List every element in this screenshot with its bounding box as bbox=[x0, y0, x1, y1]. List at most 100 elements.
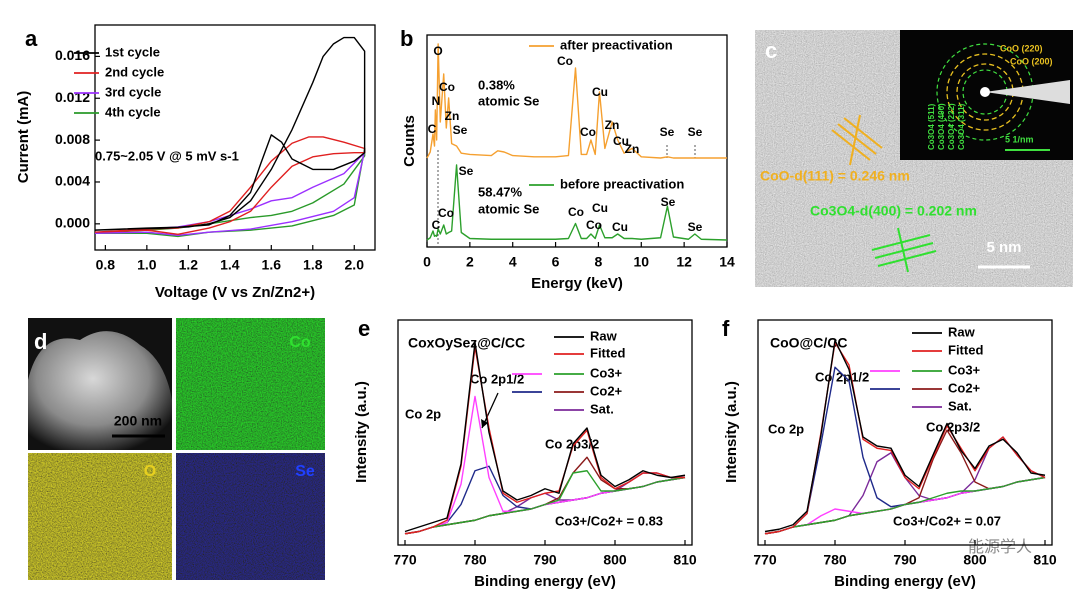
peak-label: Co bbox=[439, 80, 455, 94]
legend-label: Fitted bbox=[590, 345, 625, 360]
watermark: 能源学人 bbox=[968, 538, 1032, 556]
spot-label: Co3O4 (511) bbox=[927, 103, 936, 150]
peak-label: Se bbox=[453, 123, 468, 137]
peak-label: Se bbox=[661, 195, 676, 209]
x-axis-label: Binding energy (eV) bbox=[474, 573, 616, 590]
x-tick-label: 2 bbox=[466, 254, 474, 270]
x-tick-label: 800 bbox=[963, 552, 987, 568]
peak-label: Co bbox=[580, 125, 596, 139]
peak-label: Cu bbox=[592, 201, 608, 215]
series-group bbox=[94, 36, 366, 238]
annotation: Co 2p1/2 bbox=[470, 371, 524, 386]
series-line bbox=[764, 339, 1046, 533]
map-label: O bbox=[144, 463, 156, 480]
y-axis-label: Intensity (a.u.) bbox=[353, 381, 370, 483]
x-tick-label: 0.8 bbox=[96, 257, 116, 273]
legend-label: Raw bbox=[948, 324, 976, 339]
peak-label: Se bbox=[688, 125, 703, 139]
x-tick-label: 1.4 bbox=[220, 257, 240, 273]
peak-label: Zn bbox=[625, 142, 640, 156]
y-axis-label: Intensity (a.u.) bbox=[723, 381, 740, 483]
y-tick-label: 0.016 bbox=[55, 47, 90, 63]
annotation: Co 2p3/2 bbox=[545, 436, 599, 451]
annotation: Co 2p1/2 bbox=[815, 369, 869, 384]
legend-label: 4th cycle bbox=[105, 104, 161, 119]
d-spacing-co3o4: Co3O4-d(400) = 0.202 nm bbox=[810, 203, 977, 219]
x-tick-label: 780 bbox=[823, 552, 847, 568]
legend-label: Co2+ bbox=[590, 383, 623, 398]
series-group bbox=[764, 339, 1046, 535]
peak-label: Co bbox=[568, 205, 584, 219]
spot-label: Co3O4 (222) bbox=[947, 103, 956, 150]
legend-label: Fitted bbox=[948, 342, 983, 357]
x-tick-label: 770 bbox=[753, 552, 777, 568]
legend-label: Sat. bbox=[590, 401, 614, 416]
annotation: atomic Se bbox=[478, 201, 539, 216]
annotation: Co3+/Co2+ = 0.83 bbox=[555, 513, 663, 528]
x-tick-label: 8 bbox=[595, 254, 603, 270]
x-tick-label: 0 bbox=[423, 254, 431, 270]
x-axis-label: Binding energy (eV) bbox=[834, 573, 976, 590]
sem-image bbox=[28, 331, 172, 450]
series-line bbox=[94, 36, 366, 231]
annotation: Co3+/Co2+ = 0.07 bbox=[893, 513, 1001, 528]
panel-d: d 200 nm Co O Se bbox=[28, 318, 325, 580]
se-map bbox=[176, 453, 325, 580]
legend-label: Sat. bbox=[948, 398, 972, 413]
ring-label: CoO (200) bbox=[1010, 56, 1053, 66]
series-line bbox=[764, 476, 1046, 535]
panel-c: CoO (220) CoO (200) Co3O4 (511) Co3O4 (4… bbox=[755, 30, 1073, 287]
peak-label: Se bbox=[660, 125, 675, 139]
legend-label: Raw bbox=[590, 328, 618, 343]
legend-label: before preactivation bbox=[560, 176, 684, 191]
series-line bbox=[404, 341, 686, 533]
map-label: Se bbox=[295, 463, 315, 480]
x-tick-label: 790 bbox=[893, 552, 917, 568]
series-line bbox=[426, 43, 727, 159]
peak-label: O bbox=[433, 44, 442, 58]
series-line bbox=[404, 470, 686, 535]
map-label: Co bbox=[289, 334, 311, 351]
plot-frame bbox=[397, 319, 693, 546]
x-tick-label: 780 bbox=[463, 552, 487, 568]
x-tick-label: 810 bbox=[673, 552, 697, 568]
legend-label: Co3+ bbox=[590, 365, 623, 380]
d-spacing-coo: CoO-d(111) = 0.246 nm bbox=[760, 168, 910, 184]
y-tick-label: 0.000 bbox=[55, 215, 90, 231]
legend-label: 1st cycle bbox=[105, 44, 160, 59]
annotation: Co 2p bbox=[768, 421, 804, 436]
x-tick-label: 810 bbox=[1033, 552, 1057, 568]
y-tick-label: 0.008 bbox=[55, 131, 90, 147]
peak-label: C bbox=[428, 122, 437, 136]
legend-label: 3rd cycle bbox=[105, 84, 161, 99]
plot-frame bbox=[94, 24, 376, 251]
peak-label: Zn bbox=[445, 109, 460, 123]
plot-frame bbox=[426, 34, 728, 248]
chart-a: a 0.8 1.0 1.2 1.4 1.6 1.8 2.0 0.000 0.004 0.008 0.0… bbox=[15, 24, 376, 301]
x-axis-label: Voltage (V vs Zn/Zn2+) bbox=[155, 284, 315, 301]
annotation: 0.75~2.05 V @ 5 mV s-1 bbox=[95, 148, 239, 163]
x-tick-label: 800 bbox=[603, 552, 627, 568]
panel-label: c bbox=[765, 38, 777, 63]
spot-label: Co3O4 (311) bbox=[957, 103, 966, 150]
o-map bbox=[28, 453, 172, 580]
y-axis-label: Counts bbox=[401, 115, 418, 167]
arrow-head bbox=[481, 419, 488, 428]
x-tick-label: 1.6 bbox=[262, 257, 282, 273]
saed-center bbox=[980, 87, 990, 97]
x-tick-label: 770 bbox=[393, 552, 417, 568]
x-tick-label: 2.0 bbox=[345, 257, 365, 273]
chart-f: f 770 780 790 800 810 Binding energy (eV) Inten… bbox=[722, 316, 1057, 590]
legend-label: Co2+ bbox=[948, 380, 981, 395]
chart-title: CoO@C/CC bbox=[770, 335, 847, 351]
chart-e: e 770 780 790 800 810 Binding energy (eV) Inten… bbox=[353, 316, 697, 590]
y-axis-label: Current (mA) bbox=[15, 91, 32, 184]
spot-label: Co3O4 (400) bbox=[937, 103, 946, 150]
x-tick-label: 4 bbox=[509, 254, 517, 270]
annotation: 0.38% bbox=[478, 77, 515, 92]
panel-label: f bbox=[722, 316, 730, 341]
peak-label: C bbox=[432, 218, 441, 232]
peak-label: Se bbox=[459, 164, 474, 178]
